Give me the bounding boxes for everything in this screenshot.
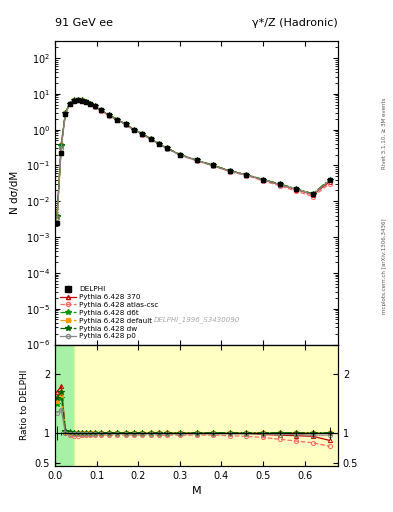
- Y-axis label: N dσ/dM: N dσ/dM: [10, 171, 20, 215]
- Y-axis label: Ratio to DELPHI: Ratio to DELPHI: [20, 370, 29, 440]
- Bar: [55, 345, 74, 466]
- Text: mcplots.cern.ch [arXiv:1306.3436]: mcplots.cern.ch [arXiv:1306.3436]: [382, 219, 387, 314]
- Text: 91 GeV ee: 91 GeV ee: [55, 18, 113, 28]
- Text: Rivet 3.1.10, ≥ 3M events: Rivet 3.1.10, ≥ 3M events: [382, 97, 387, 169]
- Text: DELPHI_1996_S3430090: DELPHI_1996_S3430090: [153, 316, 240, 323]
- Legend: DELPHI, Pythia 6.428 370, Pythia 6.428 atlas-csc, Pythia 6.428 d6t, Pythia 6.428: DELPHI, Pythia 6.428 370, Pythia 6.428 a…: [59, 285, 160, 341]
- Text: γ*/Z (Hadronic): γ*/Z (Hadronic): [252, 18, 338, 28]
- X-axis label: M: M: [192, 486, 201, 496]
- Bar: [74, 345, 338, 466]
